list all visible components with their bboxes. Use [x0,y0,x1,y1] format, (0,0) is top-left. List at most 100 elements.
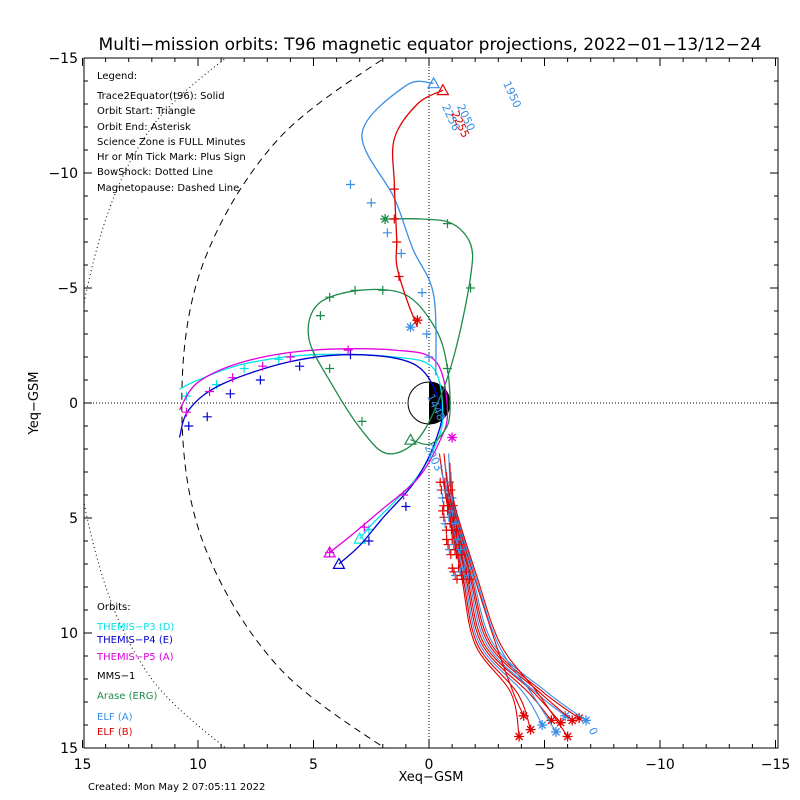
orbit-tick-mark [345,180,355,189]
orbit-end-asterisk [567,715,578,726]
orbit-tick-mark [456,545,466,555]
orbit-tick-mark [325,364,335,373]
orbit-series [178,350,443,569]
orbit-start-triangle [404,433,418,445]
orbit-tick-mark [205,387,215,396]
legend-note: Trace2Equator(t96): Solid [96,91,225,102]
orbit-end-asterisk [405,322,416,333]
orbit-series [389,83,450,328]
orbit-tick-mark [446,485,456,495]
orbit-end-asterisk [546,715,557,726]
orbit-tick-mark [396,249,406,258]
orbit-tick-mark [274,354,284,364]
y-tick-label: 5 [69,511,78,527]
orbit-tick-mark [382,228,392,238]
orbit-tick-mark [184,421,194,431]
orbit-start-triangle [427,76,441,89]
orbit-tick-mark [345,350,355,360]
x-tick-label: −10 [645,757,675,773]
legend-note: Legend: [97,71,137,82]
y-tick-label: −5 [57,281,78,297]
orbit-tick-mark [378,285,388,295]
orbit-series [345,76,441,376]
orbit-tick-mark [359,522,369,532]
orbit-line [307,217,474,455]
orbit-end-asterisk [537,720,548,730]
orbits-legend-item: THEMIS−P4 (E) [96,635,173,646]
y-tick-label: −10 [48,166,78,182]
orbit-tick-mark [366,198,376,208]
orbits-legend-item: Arase (ERG) [97,691,158,702]
bow-shock [84,58,227,748]
orbit-tick-mark [392,237,402,247]
orbit-line [361,80,437,376]
orbits-legend-item: THEMIS−P3 (D) [96,622,174,633]
orbit-tick-mark [457,550,467,560]
orbit-start-triangle [323,545,337,558]
orbit-start-triangle [353,531,367,544]
orbit-tick-mark [315,311,325,321]
orbit-end-asterisk [525,724,536,735]
orbit-tick-mark [466,283,476,293]
y-tick-label: −15 [48,51,78,67]
orbit-tick-mark [343,345,353,355]
orbit-tick-mark [225,389,235,399]
y-tick-label: 10 [60,626,78,642]
orbit-end-asterisk [514,731,525,742]
elf-trace-line [442,481,552,721]
y-tick-label: 15 [60,741,78,757]
orbits-legend-item: MMS−1 [97,671,135,682]
orbit-tick-mark [258,361,268,371]
orbit-start-triangle [332,557,346,569]
orbit-tick-mark [364,536,374,546]
legend-note: Orbit Start: Triangle [97,106,195,117]
orbit-end-asterisk [574,713,585,724]
axis-ticks: 15 10 5 0 −5 −10 −15 −15 −10 −5 0 5 10 15 [48,51,790,773]
orbit-tick-mark [448,501,458,511]
orbit-tick-mark [453,535,463,545]
chart-title: Multi−mission orbits: T96 magnetic equat… [99,35,762,55]
orbit-time-label: 0 [586,725,601,737]
created-footer: Created: Mon May 2 07:05:11 2022 [88,782,265,793]
orbit-tick-mark [285,352,295,362]
orbit-series [178,345,458,558]
orbit-line [178,353,443,565]
orbit-tick-mark [389,184,399,194]
orbit-end-asterisk [581,715,592,726]
orbit-tick-mark [228,373,238,383]
orbit-end-asterisk [380,214,391,224]
legend-notes: Legend: Trace2Equator(t96): Solid Orbit … [96,71,246,194]
orbit-end-asterisk [560,710,571,721]
y-tick-label: 0 [69,396,78,412]
elf-trace-line [438,453,520,737]
orbit-end-asterisk [412,315,423,326]
orbit-tick-mark [202,412,212,422]
legend-note: Hr or Min Tick Mark: Plus Sign [97,152,246,163]
elf-trace-line [451,481,569,737]
orbit-tick-mark [442,364,452,373]
orbit-tick-mark [450,519,460,529]
orbit-tick-mark [255,375,265,385]
orbit-tick-mark [295,361,305,371]
orbit-tick-mark [350,285,360,295]
legend-note: Magnetopause: Dashed Line [97,183,239,194]
x-tick-label: −5 [534,757,555,773]
orbit-series [179,350,444,544]
x-tick-label: 0 [425,757,434,773]
orbit-tick-mark [239,364,249,373]
orbit-start-triangle [436,83,450,96]
elf-trace-line [450,471,557,733]
orbit-tick-mark [424,352,434,362]
orbit-tick-mark [463,571,473,580]
orbit-time-label: 1950 [500,79,524,110]
x-axis-label: Xeq−GSM [398,770,463,785]
orbit-tick-mark [364,525,374,534]
orbit-line [179,353,444,540]
orbit-tick-mark [422,329,432,339]
orbit-tick-mark [442,219,452,229]
orbit-tick-mark [460,563,470,573]
orbits-legend-item: THEMIS−P5 (A) [96,652,174,663]
elf-trace-line [443,453,562,724]
